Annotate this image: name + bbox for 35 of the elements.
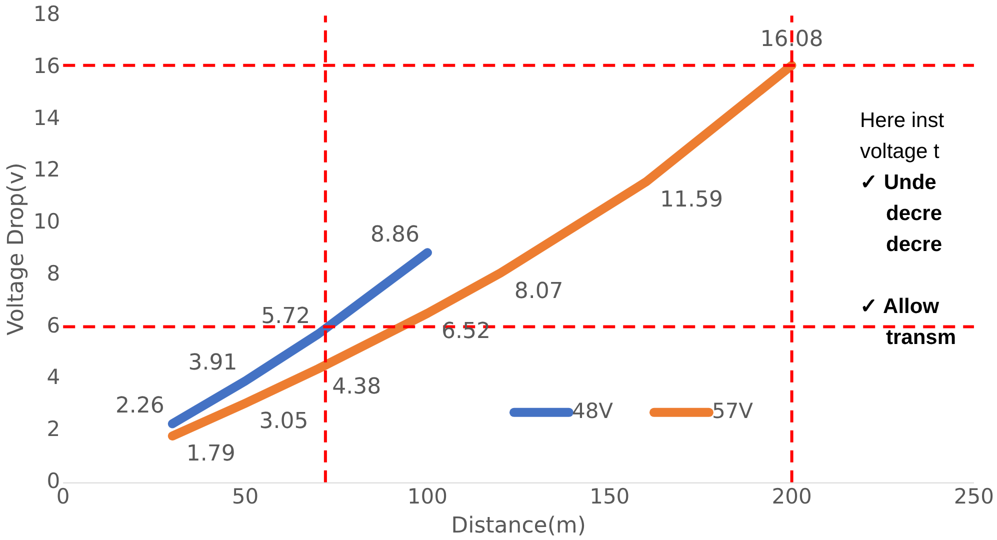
y-axis-title: Voltage Drop(v): [4, 162, 29, 336]
x-tick-label: 200: [772, 484, 812, 508]
y-tick-label: 14: [33, 106, 60, 130]
data-label: 5.72: [261, 304, 310, 329]
annotation: decre: [885, 232, 944, 258]
y-tick-label: 2: [46, 416, 60, 441]
data-label: 2.26: [115, 394, 164, 419]
data-label: 3.91: [188, 350, 238, 376]
x-tick-label: 100: [407, 484, 448, 508]
annotation: ✓ Allow: [860, 294, 940, 320]
legend-label: 57V: [712, 398, 754, 423]
data-label: 4.38: [332, 374, 382, 400]
x-tick-label: 150: [590, 484, 630, 508]
data-label: 3.05: [259, 409, 308, 434]
data-label: 1.79: [186, 442, 236, 467]
data-label: 8.86: [370, 222, 420, 248]
y-tick-label: 10: [33, 210, 60, 234]
y-tick-label: 18: [33, 2, 60, 26]
x-tick-label: 50: [232, 484, 259, 508]
x-axis-title: Distance(m): [451, 514, 586, 539]
annotation: transm: [885, 325, 956, 351]
annotation: ✓ Unde: [860, 170, 938, 196]
y-tick-label: 4: [46, 365, 60, 390]
data-label: 11.59: [660, 188, 724, 213]
y-tick-label: 6: [46, 313, 60, 338]
y-tick-label: 8: [46, 261, 60, 286]
y-tick-label: 16: [33, 54, 60, 78]
annotation: decre: [885, 201, 944, 227]
legend-label: 48V: [572, 398, 614, 423]
data-label: 8.07: [514, 278, 564, 304]
y-tick-label: 12: [33, 158, 60, 182]
data-label: 16.08: [760, 27, 824, 52]
annotation: Here inst: [860, 108, 946, 134]
x-tick-label: 250: [954, 484, 994, 508]
annotation: voltage t: [860, 139, 940, 165]
